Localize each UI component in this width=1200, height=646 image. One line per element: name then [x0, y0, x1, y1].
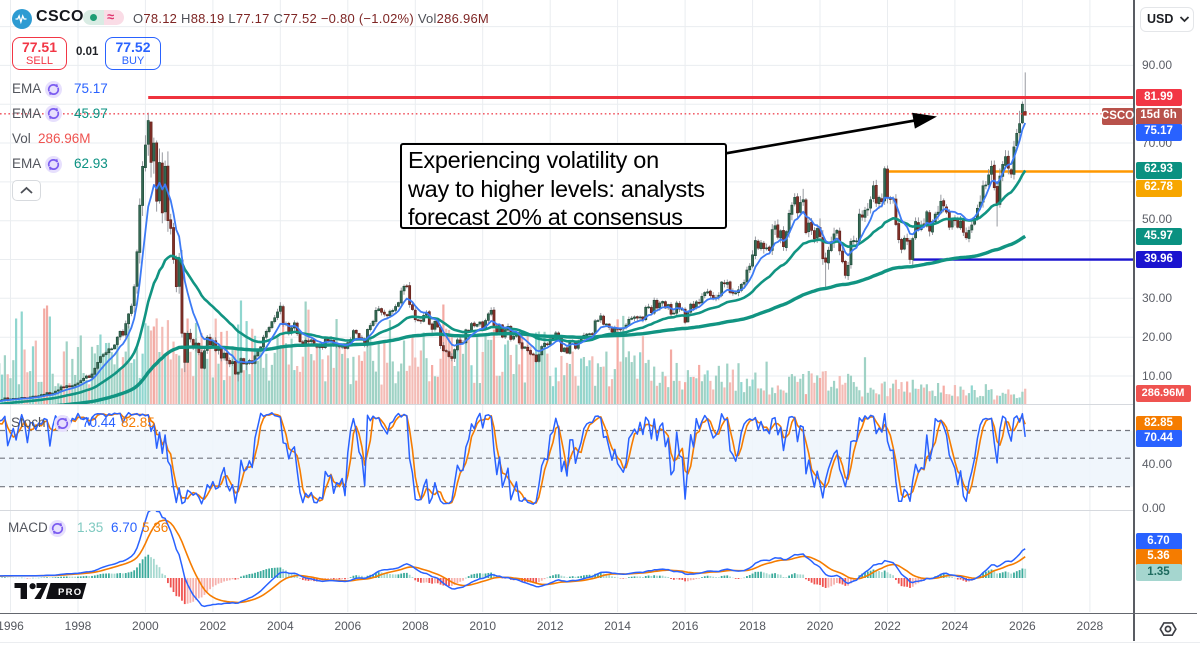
- svg-text:PRO: PRO: [58, 587, 83, 598]
